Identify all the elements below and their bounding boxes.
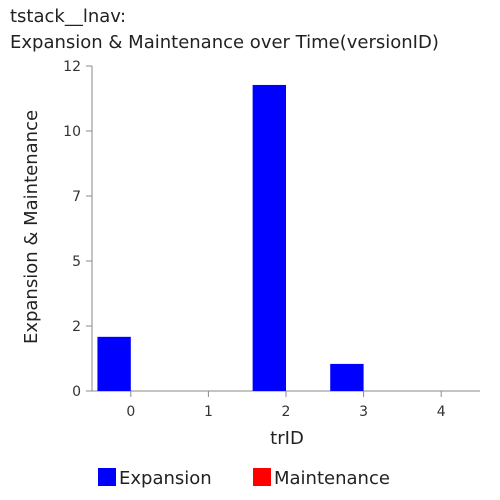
bar-expansion-3 — [330, 363, 364, 391]
legend: Expansion Maintenance — [98, 468, 390, 489]
y-axis-title: Expansion & Maintenance — [21, 110, 42, 344]
legend-swatch-expansion — [98, 468, 116, 486]
bars — [97, 84, 364, 391]
bar-expansion-0 — [97, 336, 131, 391]
bar-expansion-2 — [252, 84, 286, 391]
x-axis-title: trID — [270, 428, 304, 449]
y-tick-label: 5 — [72, 254, 81, 270]
legend-label-maintenance: Maintenance — [274, 468, 390, 489]
x-tick-label: 4 — [437, 404, 446, 420]
x-tick-label: 2 — [282, 404, 291, 420]
y-tick-label: 10 — [63, 124, 81, 140]
y-tick-label: 7 — [72, 189, 81, 205]
legend-swatch-maintenance — [253, 468, 271, 486]
chart-title-line1: tstack__lnav: — [10, 6, 127, 27]
x-tick-label: 1 — [204, 404, 213, 420]
y-tick-label: 2 — [72, 319, 81, 335]
legend-label-expansion: Expansion — [119, 468, 212, 489]
y-tick-label: 0 — [72, 384, 81, 400]
chart-title-line2: Expansion & Maintenance over Time(versio… — [10, 32, 439, 53]
y-tick-label: 12 — [63, 59, 81, 75]
x-tick-label: 3 — [359, 404, 368, 420]
x-tick-label: 0 — [126, 404, 135, 420]
